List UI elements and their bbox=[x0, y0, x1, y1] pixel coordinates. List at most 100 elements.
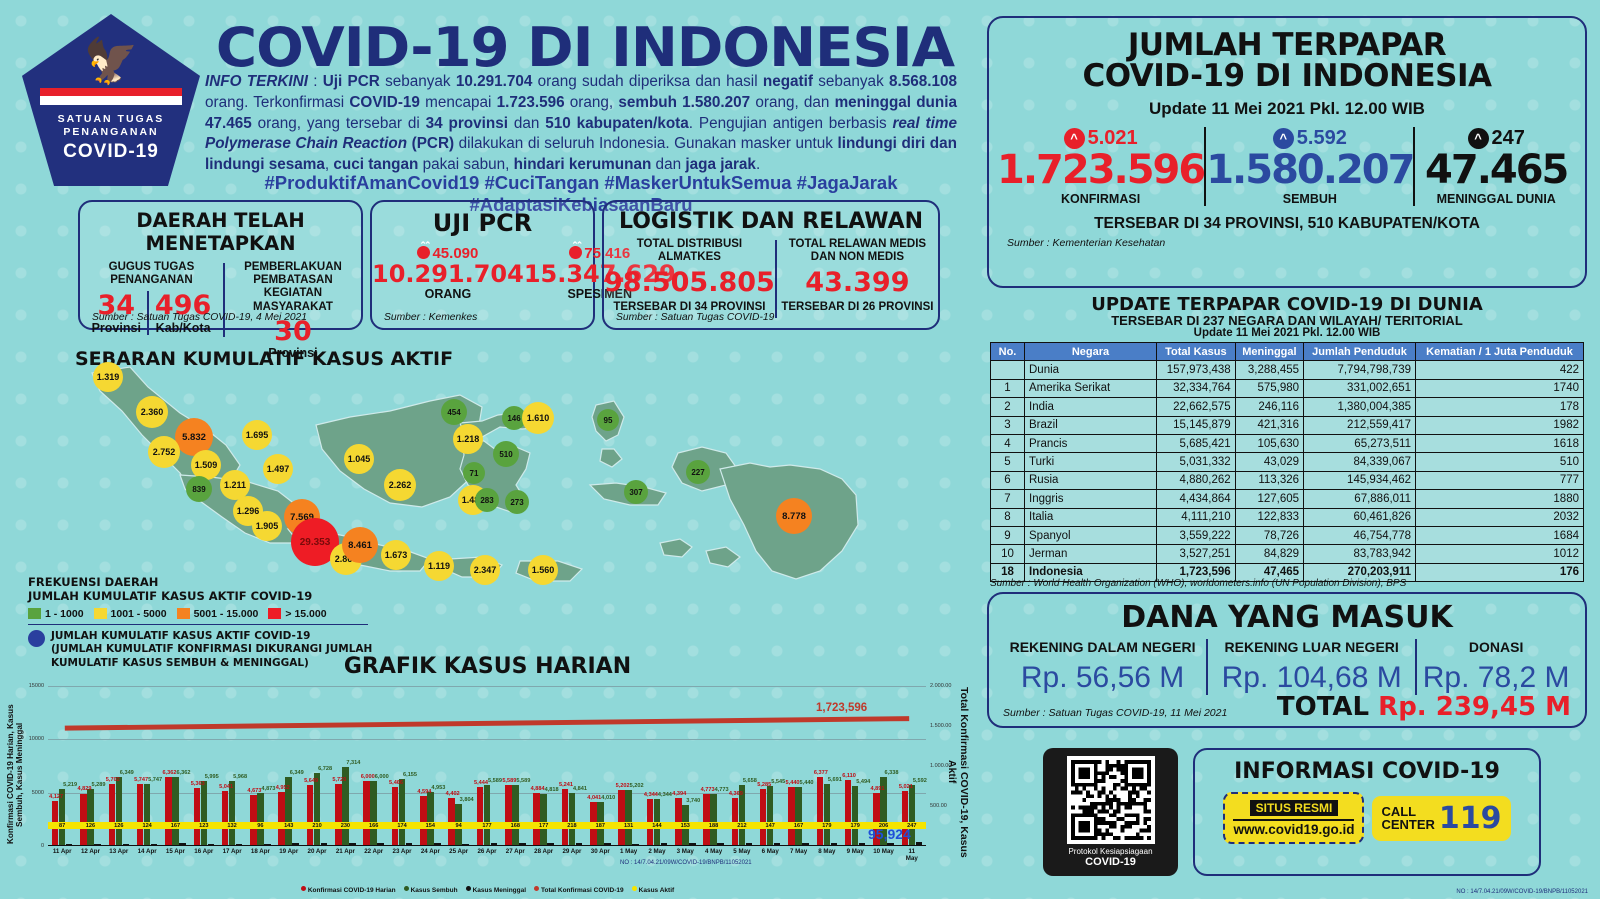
map-bubble: 1.218 bbox=[453, 424, 483, 454]
chart-value-label: 5,289 bbox=[91, 781, 106, 788]
chart-bar bbox=[568, 793, 576, 845]
box-pcr-source: Sumber : Kemenkes bbox=[384, 312, 478, 323]
map-bubble-value: 8.778 bbox=[782, 510, 806, 522]
relawan-value: 43.399 bbox=[805, 267, 910, 299]
table-cell-rate: 422 bbox=[1415, 360, 1584, 380]
chart-bar bbox=[335, 784, 342, 845]
chart-bar bbox=[391, 786, 399, 845]
chart-plot-area: 0 5000 10000 15000 500.00 1.000.00 1.500.00 2.0… bbox=[29, 683, 952, 862]
table-cell-kasus: 4,111,210 bbox=[1156, 507, 1236, 527]
hashtags: #ProduktifAmanCovid19 #CuciTangan #Maske… bbox=[264, 172, 898, 215]
ppkm-unit: Provinsi bbox=[268, 346, 318, 361]
legend-swatch bbox=[268, 608, 282, 620]
chart-bar bbox=[738, 784, 746, 845]
chart-xtick: 25 Apr bbox=[449, 848, 469, 855]
chart-value-label: 6,728 bbox=[318, 766, 333, 773]
chart-bar bbox=[58, 789, 66, 845]
chart-xtick: 9 May bbox=[846, 848, 864, 855]
table-row: 7 Inggris 4,434,864 127,605 67,886,011 1880 bbox=[990, 489, 1584, 509]
chart-bar bbox=[306, 784, 314, 845]
table-row: 6 Rusia 4,880,262 113,326 145,934,462 777 bbox=[990, 470, 1584, 491]
chart-value-label: 4,127 bbox=[49, 793, 64, 800]
map-bubble-value: 1.610 bbox=[526, 413, 550, 423]
chart-total-line bbox=[64, 716, 910, 731]
left-column: 🦅 SATUAN TUGAS PENANGANAN COVID-19 COVID-… bbox=[0, 0, 975, 899]
chart-bar bbox=[363, 781, 370, 845]
chart-bar bbox=[689, 843, 696, 845]
table-cell-rate: 2032 bbox=[1415, 507, 1584, 527]
chart-bar bbox=[512, 785, 519, 845]
table-cell-negara: Rusia bbox=[1024, 470, 1157, 491]
chart-value-label: 6,349 bbox=[119, 770, 134, 777]
chart-ylabel-right: Total Konfirmasi COVID-19, Kasus Aktif bbox=[946, 686, 970, 858]
table-cell-negara: Indonesia bbox=[1024, 562, 1157, 583]
panel1-title-line1: JUMLAH TERPAPAR bbox=[1127, 27, 1447, 63]
situs-resmi-button[interactable]: SITUS RESMI www.covid19.go.id bbox=[1223, 792, 1365, 844]
box-logistik-source: Sumber : Satuan Tugas COVID-19 bbox=[616, 312, 775, 323]
table-cell-negara: India bbox=[1024, 397, 1157, 417]
chart-xtick: 27 Apr bbox=[505, 848, 525, 855]
table-cell-no: 5 bbox=[990, 452, 1025, 472]
chart-bar-group bbox=[618, 685, 640, 845]
stat-label: KONFIRMASI bbox=[1061, 192, 1141, 206]
chart-value-label: 6,362 bbox=[176, 770, 191, 777]
chart-death-label: 177 bbox=[538, 823, 549, 829]
chart-value-label: 5,968 bbox=[233, 774, 248, 781]
table-body: Dunia 157,973,438 3,288,455 7,794,798,739 42… bbox=[990, 360, 1584, 583]
chart-value-label: 4,891 bbox=[870, 785, 885, 792]
chart-value-label: 4,594 bbox=[417, 788, 432, 795]
stat-label: MENINGGAL DUNIA bbox=[1436, 192, 1556, 206]
chart-value-label: 5,021 bbox=[898, 784, 913, 791]
chart-value-label: 5,440 bbox=[785, 779, 800, 786]
chart-value-label: 6,349 bbox=[289, 770, 304, 777]
qr-code-box[interactable]: Protokol Kesiapsiagaan COVID-19 bbox=[1043, 748, 1178, 876]
map-bubble-value: 2.262 bbox=[388, 480, 412, 490]
chart-bar bbox=[901, 791, 909, 845]
chart-value-label: 4,773 bbox=[700, 787, 715, 794]
chart-bar bbox=[193, 787, 201, 845]
map-bubble-value: 2.860 bbox=[334, 554, 358, 564]
chart-value-label: 5,691 bbox=[827, 777, 842, 784]
chart-xtick: 22 Apr bbox=[364, 848, 384, 855]
map-bubble-value: 2.752 bbox=[152, 447, 176, 457]
chart-value-label: 4,344 bbox=[643, 791, 658, 798]
chart-bar bbox=[604, 843, 611, 845]
ppkm-value: 30 bbox=[274, 315, 312, 347]
call-center-badge[interactable]: CALL CENTER 119 bbox=[1372, 795, 1511, 841]
table-row: 1 Amerika Serikat 32,334,764 575,980 331,002… bbox=[990, 378, 1584, 399]
chart-bar-group bbox=[561, 685, 583, 845]
chart-death-label: 123 bbox=[199, 823, 209, 829]
map-title: SEBARAN KUMULATIF KASUS AKTIF bbox=[75, 348, 454, 370]
table-cell-no bbox=[990, 360, 1025, 380]
page-title: COVID-19 DI INDONESIA bbox=[215, 16, 955, 79]
map-bubble-value: 510 bbox=[499, 449, 513, 459]
chart-xtick: 19 Apr bbox=[279, 848, 299, 855]
map-bubble: 71 bbox=[463, 462, 485, 484]
table-cell-negara: Inggris bbox=[1024, 489, 1157, 509]
chart-legend-item: Kasus Meninggal bbox=[465, 886, 526, 894]
situs-resmi-url[interactable]: www.covid19.go.id bbox=[1233, 819, 1355, 837]
legend-title-2: JUMLAH KUMULATIF KASUS AKTIF COVID-19 bbox=[28, 589, 313, 604]
pcr-orang-value: 10.291.704 bbox=[372, 260, 524, 288]
box-pcr-title: UJI PCR bbox=[432, 209, 533, 237]
chart-value-label: 5,494 bbox=[856, 779, 871, 786]
almatkes-sub: TERSEBAR DI 34 PROVINSI bbox=[613, 300, 766, 313]
dana-column-value: Rp. 78,2 M bbox=[1422, 661, 1570, 694]
box-logistik-title: LOGISTIK DAN RELAWAN bbox=[618, 209, 924, 234]
chart-value-label: 5,545 bbox=[771, 778, 786, 785]
table-row: 5 Turki 5,031,332 43,029 84,339,067 510 bbox=[990, 452, 1584, 472]
chart-value-label: 6,000 bbox=[360, 774, 375, 780]
table-cell-meninggal: 3,288,455 bbox=[1234, 360, 1305, 380]
map-bubble: 283 bbox=[475, 488, 499, 512]
chart-bar-group bbox=[533, 685, 555, 845]
chart-value-label: 4,953 bbox=[431, 785, 446, 792]
chart-bar bbox=[766, 785, 774, 845]
table-cell-meninggal: 122,833 bbox=[1234, 507, 1305, 527]
chart-death-label: 153 bbox=[680, 823, 690, 829]
legend-note-1: JUMLAH KUMULATIF KASUS AKTIF COVID-19 bbox=[51, 629, 311, 642]
map-bubble-value: 283 bbox=[480, 495, 494, 505]
chart-legend-dot bbox=[534, 886, 540, 891]
chart-death-label: 168 bbox=[510, 823, 520, 829]
footer-note-left: NO : 14/7.04.21/09W/COVID-19/BNPB/110520… bbox=[620, 860, 752, 866]
world-table-source: Sumber : World Health Organization (WHO)… bbox=[990, 578, 1407, 589]
